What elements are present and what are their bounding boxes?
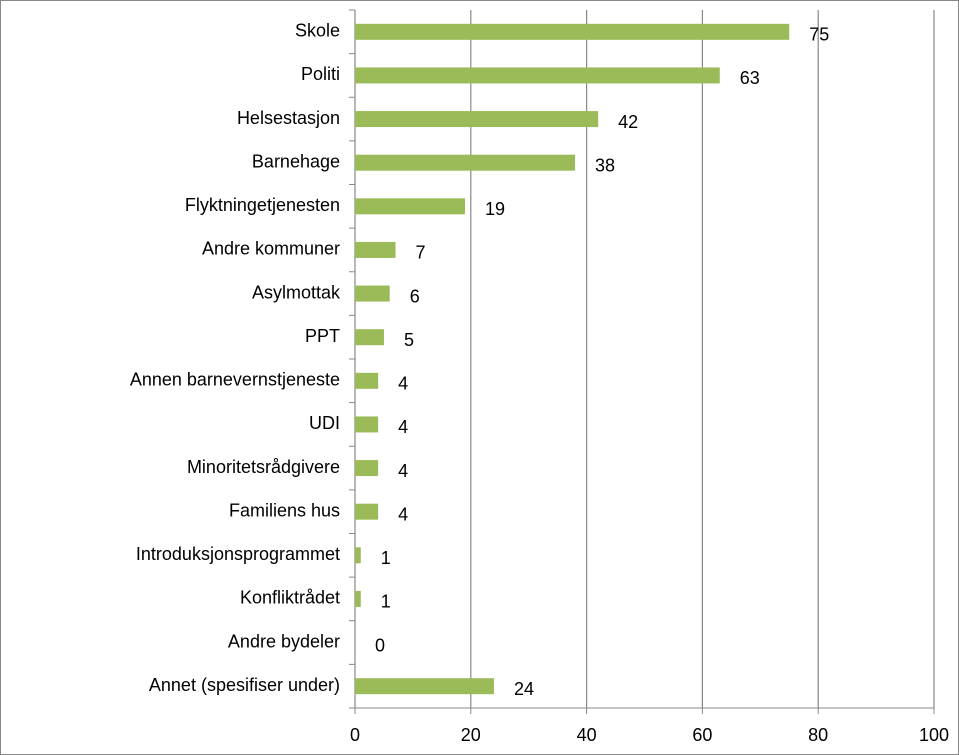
data-label: 24 bbox=[514, 679, 534, 699]
bar bbox=[355, 198, 466, 215]
y-tick-label: PPT bbox=[305, 326, 340, 346]
x-tick-label: 80 bbox=[808, 725, 828, 745]
bar bbox=[355, 329, 384, 346]
y-tick-label: Annen barnevernstjeneste bbox=[130, 370, 340, 390]
bar bbox=[355, 241, 396, 258]
x-tick-label: 60 bbox=[692, 725, 712, 745]
data-label: 38 bbox=[595, 155, 615, 175]
data-label: 4 bbox=[398, 504, 408, 524]
y-tick-label: Helsestasjon bbox=[237, 108, 340, 128]
y-tick-label: Konfliktrådet bbox=[240, 588, 340, 608]
bar bbox=[355, 590, 361, 607]
y-tick-label: Asylmottak bbox=[252, 282, 341, 302]
data-label: 4 bbox=[398, 417, 408, 437]
y-tick-label: Politi bbox=[301, 64, 340, 84]
bar bbox=[355, 23, 790, 40]
data-label: 1 bbox=[381, 592, 391, 612]
data-label: 4 bbox=[398, 461, 408, 481]
data-label: 5 bbox=[404, 330, 414, 350]
data-label: 75 bbox=[809, 25, 829, 45]
bar bbox=[355, 416, 379, 433]
y-tick-label: Annet (spesifiser under) bbox=[149, 675, 340, 695]
bar bbox=[355, 67, 720, 84]
x-tick-label: 0 bbox=[350, 725, 360, 745]
bar bbox=[355, 372, 379, 389]
y-tick-label: Andre bydeler bbox=[228, 631, 340, 651]
y-tick-label: Introduksjonsprogrammet bbox=[136, 544, 340, 564]
y-tick-label: Minoritetsrådgivere bbox=[187, 457, 340, 477]
data-label: 0 bbox=[375, 635, 385, 655]
data-label: 6 bbox=[410, 286, 420, 306]
y-tick-label: Flyktningetjenesten bbox=[185, 195, 340, 215]
bar bbox=[355, 547, 361, 564]
x-tick-label: 40 bbox=[577, 725, 597, 745]
data-label: 19 bbox=[485, 199, 505, 219]
x-tick-label: 20 bbox=[461, 725, 481, 745]
bar bbox=[355, 678, 494, 695]
bar bbox=[355, 154, 576, 171]
bar bbox=[355, 503, 379, 520]
data-label: 4 bbox=[398, 374, 408, 394]
data-label: 63 bbox=[740, 68, 760, 88]
y-tick-label: UDI bbox=[309, 413, 340, 433]
y-tick-label: Andre kommuner bbox=[202, 239, 340, 259]
data-label: 1 bbox=[381, 548, 391, 568]
y-tick-label: Skole bbox=[295, 21, 340, 41]
data-label: 42 bbox=[618, 112, 638, 132]
x-tick-label: 100 bbox=[919, 725, 949, 745]
bar bbox=[355, 285, 390, 302]
y-tick-label: Familiens hus bbox=[229, 500, 340, 520]
data-label: 7 bbox=[416, 243, 426, 263]
y-tick-label: Barnehage bbox=[252, 151, 340, 171]
bar bbox=[355, 460, 379, 477]
bar bbox=[355, 111, 599, 128]
